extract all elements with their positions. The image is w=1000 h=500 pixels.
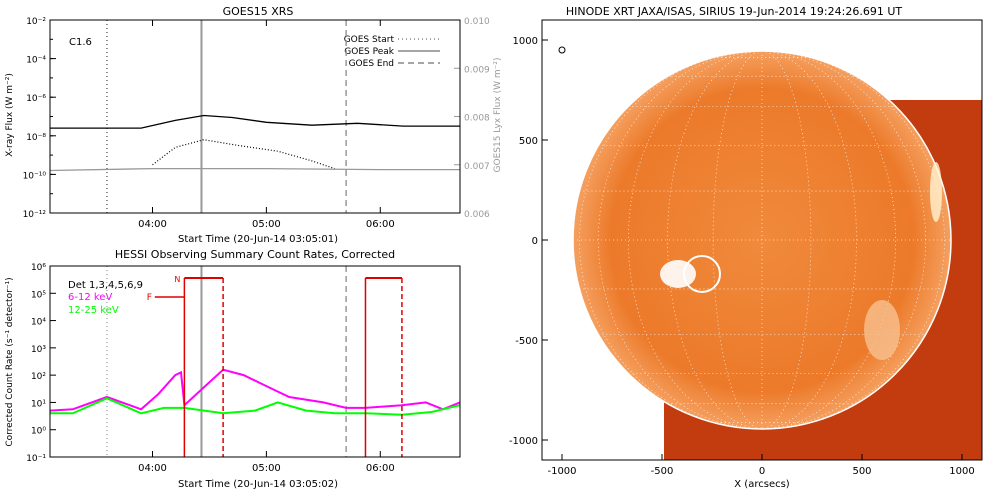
goes-x-tick-label: 06:00 (366, 219, 395, 230)
hessi-flag-f: F (147, 293, 152, 303)
xrt-y-tick-label: -500 (515, 336, 538, 347)
goes-series-line (152, 139, 335, 170)
hessi-title: HESSI Observing Summary Count Rates, Cor… (115, 248, 395, 261)
goes-y-tick-label: 10⁻⁸ (26, 133, 46, 143)
goes-series (49, 20, 460, 213)
goes-flare-class: C1.6 (69, 37, 92, 48)
xrt-y-tick-label: 1000 (513, 36, 538, 47)
goes-plot-frame (49, 19, 461, 214)
goes-y-tick-label: 10⁻² (26, 17, 46, 27)
goes-title: GOES15 XRS (223, 5, 294, 18)
xrt-grid-lon (761, 50, 945, 430)
goes-y-tick-label: 10⁻¹² (23, 210, 47, 220)
hessi-y-tick-label: 10² (31, 372, 46, 382)
hessi-plot-frame (49, 265, 461, 458)
xrt-limb (572, 50, 952, 430)
xrt-x-tick-label: 0 (759, 466, 765, 477)
hessi-xlabel: Start Time (20-Jun-14 03:05:02) (178, 479, 338, 490)
xrt-panel: HINODE XRT JAXA/ISAS, SIRIUS 19-Jun-2014… (509, 5, 983, 490)
xrt-active-region (864, 300, 900, 360)
hessi-legend-label: 12-25 keV (68, 305, 119, 316)
xrt-x-tick-label: 500 (852, 466, 871, 477)
hessi-ylabel: Corrected Count Rate (s⁻¹ detector⁻¹) (5, 277, 15, 446)
goes-yright-tick-label: 0.008 (464, 114, 490, 124)
xrt-hessi-circle (683, 255, 721, 293)
xrt-x-tick-label: 1000 (949, 466, 974, 477)
xrt-y-tick-label: 500 (519, 136, 538, 147)
goes-y-tick-label: 10⁻⁶ (26, 94, 46, 104)
goes-xrs-panel: GOES15 XRS Start Time (20-Jun-14 03:05:0… (5, 5, 503, 245)
hessi-axes: 04:00 05:00 06:00 10⁻¹ 10⁰ 10¹ 10² 10³ 10⁴ 10⁵ 10⁶ (26, 263, 395, 474)
hessi-y-tick-label: 10⁴ (31, 318, 46, 328)
xrt-image (558, 46, 982, 460)
goes-legend: GOES Start GOES Peak GOES End (344, 35, 440, 69)
hessi-detectors: Det 1,3,4,5,6,9 (68, 280, 143, 291)
xrt-axes: -1000 -500 0 500 1000 -1000 -500 0 500 1000 (509, 36, 975, 477)
xrt-xlabel: X (arcsecs) (734, 479, 790, 490)
goes-yright-tick-label: 0.010 (464, 17, 490, 27)
xrt-y-tick-label: 0 (532, 236, 538, 247)
hessi-x-tick-label: 06:00 (366, 463, 395, 474)
goes-legend-label: GOES Peak (344, 47, 394, 57)
xrt-grid-lon (667, 50, 763, 430)
hessi-series-line (50, 397, 461, 416)
xrt-grid-lon (761, 50, 927, 430)
goes-yright-tick-label: 0.006 (464, 210, 490, 220)
hessi-series: NF (49, 266, 461, 457)
goes-y-tick-label: 10⁻¹⁰ (23, 171, 47, 181)
goes-ylabel-right: GOES15 Lyx Flux (W m⁻²) (493, 58, 503, 173)
xrt-x-tick-label: -1000 (547, 466, 576, 477)
goes-x-tick-label: 05:00 (252, 219, 281, 230)
xrt-marker (558, 46, 566, 54)
goes-xlabel: Start Time (20-Jun-14 03:05:01) (178, 234, 338, 245)
xrt-x-tick-label: -500 (651, 466, 674, 477)
hessi-y-tick-label: 10¹ (31, 399, 46, 409)
hessi-y-tick-label: 10⁶ (31, 263, 46, 273)
xrt-plot-frame (541, 19, 983, 461)
hessi-y-tick-label: 10⁵ (31, 290, 46, 300)
goes-legend-label: GOES Start (344, 35, 395, 45)
xrt-grid-lon (761, 50, 812, 430)
hessi-flag-n: N (174, 275, 180, 284)
xrt-grid-lon (579, 50, 763, 430)
hessi-x-tick-label: 04:00 (138, 463, 167, 474)
goes-yright-tick-label: 0.009 (464, 65, 490, 75)
goes-y-tick-label: 10⁻⁴ (26, 56, 46, 66)
xrt-grid-lon (712, 50, 763, 430)
hessi-y-tick-label: 10⁻¹ (26, 454, 46, 464)
goes-x-tick-label: 04:00 (138, 219, 167, 230)
xrt-grid-lon (597, 50, 763, 430)
goes-series-line (50, 114, 460, 129)
xrt-y-tick-label: -1000 (509, 436, 538, 447)
goes-series-line (49, 167, 460, 172)
goes-ylabel: X-ray Flux (W m⁻²) (5, 73, 15, 157)
hessi-panel: HESSI Observing Summary Count Rates, Cor… (5, 248, 461, 490)
xrt-active-region (660, 260, 696, 288)
hessi-legend-label: 6-12 keV (68, 292, 112, 303)
hessi-y-tick-label: 10³ (31, 345, 46, 355)
goes-axes: 04:00 05:00 06:00 10⁻¹² 10⁻¹⁰ 10⁻⁸ 10⁻⁶ 10⁻⁴ 10⁻… (23, 17, 490, 230)
xrt-grid-lon (761, 50, 857, 430)
hessi-series-line (49, 368, 461, 412)
hessi-legend: 6-12 keV 12-25 keV (68, 292, 119, 316)
xrt-title: HINODE XRT JAXA/ISAS, SIRIUS 19-Jun-2014… (566, 5, 903, 18)
hessi-y-tick-label: 10⁰ (31, 427, 46, 437)
goes-yright-tick-label: 0.007 (464, 162, 490, 172)
xrt-active-region (930, 162, 942, 222)
goes-legend-label: GOES End (349, 59, 394, 69)
hessi-x-tick-label: 05:00 (252, 463, 281, 474)
